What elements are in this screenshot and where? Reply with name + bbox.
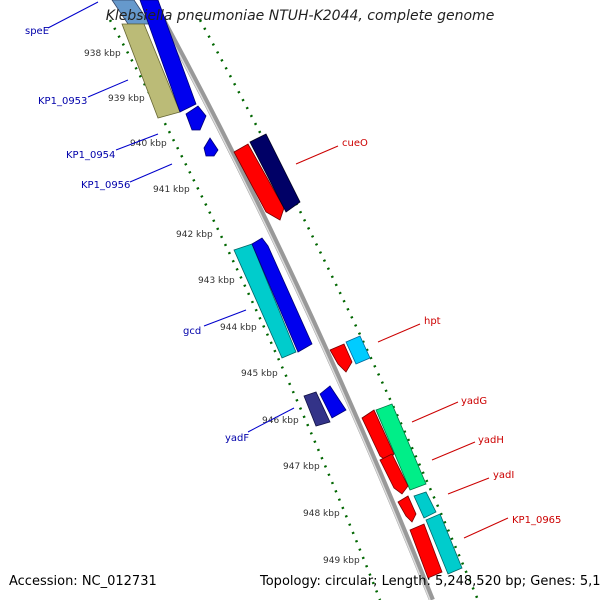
gene-yadh-red[interactable] bbox=[379, 453, 409, 495]
gene-label-kp1-0965[interactable]: KP1_0965 bbox=[512, 515, 561, 526]
gene-gcd-blue[interactable] bbox=[251, 237, 313, 353]
gene-kp1-0965-red[interactable] bbox=[409, 523, 443, 579]
topology-label: Topology: circular; Length: 5,248,520 bp… bbox=[260, 574, 600, 589]
tick-label: 946 kbp bbox=[262, 416, 299, 426]
leader-line bbox=[447, 477, 490, 495]
tick-label: 944 kbp bbox=[220, 323, 257, 333]
gene-label-yadf[interactable]: yadF bbox=[225, 433, 249, 444]
gene-label-yadh[interactable]: yadH bbox=[478, 435, 504, 446]
gene-yadi-red[interactable] bbox=[397, 495, 417, 523]
tick-label: 941 kbp bbox=[153, 185, 190, 195]
leader-line bbox=[129, 163, 173, 183]
gene-label-yadg[interactable]: yadG bbox=[461, 396, 487, 407]
leader-line bbox=[377, 323, 421, 343]
gene-cueo-navy[interactable] bbox=[249, 133, 301, 213]
gene-yadf-blue[interactable] bbox=[319, 385, 347, 419]
tick-label: 943 kbp bbox=[198, 276, 235, 286]
tick-label: 938 kbp bbox=[84, 49, 121, 59]
gene-label-yadi[interactable]: yadI bbox=[493, 470, 514, 481]
genome-backbone-highlight bbox=[149, 0, 431, 600]
right-strand-genes bbox=[233, 133, 463, 579]
left-strand-genes bbox=[111, 0, 347, 427]
right-gene-labels: cueO hpt yadG yadH yadI KP1_0965 bbox=[295, 138, 561, 539]
tick-label: 947 kbp bbox=[283, 462, 320, 472]
gene-label-kp1-0956[interactable]: KP1_0956 bbox=[81, 180, 130, 191]
genome-backbone bbox=[149, 0, 435, 600]
gene-yadi-cyan[interactable] bbox=[413, 491, 437, 519]
tick-label: 948 kbp bbox=[303, 509, 340, 519]
leader-line bbox=[87, 79, 129, 98]
gene-label-cueo[interactable]: cueO bbox=[342, 138, 368, 149]
leader-line bbox=[431, 441, 476, 461]
gene-label-hpt[interactable]: hpt bbox=[424, 316, 441, 327]
leader-line bbox=[203, 309, 247, 327]
left-gene-labels: speE KP1_0953 KP1_0954 KP1_0956 gcd yadF bbox=[25, 1, 295, 444]
gene-label-kp1-0953[interactable]: KP1_0953 bbox=[38, 96, 87, 107]
gene-gcd-cyan[interactable] bbox=[233, 243, 297, 359]
gene-yadf-purple[interactable] bbox=[303, 391, 331, 427]
leader-line bbox=[47, 1, 99, 29]
gene-label-kp1-0954[interactable]: KP1_0954 bbox=[66, 150, 115, 161]
tick-label: 945 kbp bbox=[241, 369, 278, 379]
gene-yadg-green[interactable] bbox=[375, 403, 427, 491]
tick-label: 940 kbp bbox=[130, 139, 167, 149]
gene-hpt-sky[interactable] bbox=[345, 335, 371, 365]
leader-line bbox=[463, 517, 509, 539]
leader-line bbox=[115, 133, 159, 151]
leader-line bbox=[295, 145, 339, 165]
gene-kp1-0965-cyan[interactable] bbox=[425, 513, 463, 575]
tick-label: 942 kbp bbox=[176, 230, 213, 240]
map-title: Klebsiella pneumoniae NTUH-K2044, comple… bbox=[105, 8, 495, 24]
gene-hpt-red[interactable] bbox=[329, 343, 353, 373]
right-tick-track bbox=[198, 19, 480, 600]
kbp-ticks: 938 kbp 939 kbp 940 kbp 941 kbp 942 kbp … bbox=[84, 49, 360, 566]
accession-label: Accession: NC_012731 bbox=[9, 574, 157, 589]
gene-label-gcd[interactable]: gcd bbox=[183, 326, 201, 337]
gene-label-spee[interactable]: speE bbox=[25, 26, 49, 37]
leader-line bbox=[411, 401, 459, 423]
gene-blue-upper[interactable] bbox=[139, 0, 197, 113]
leader-line bbox=[247, 407, 295, 433]
gene-cueo-red[interactable] bbox=[233, 143, 285, 221]
gene-kp1-0954[interactable] bbox=[185, 105, 207, 131]
gene-kp1-0956[interactable] bbox=[203, 137, 219, 157]
tick-label: 949 kbp bbox=[323, 556, 360, 566]
tick-label: 939 kbp bbox=[108, 94, 145, 104]
